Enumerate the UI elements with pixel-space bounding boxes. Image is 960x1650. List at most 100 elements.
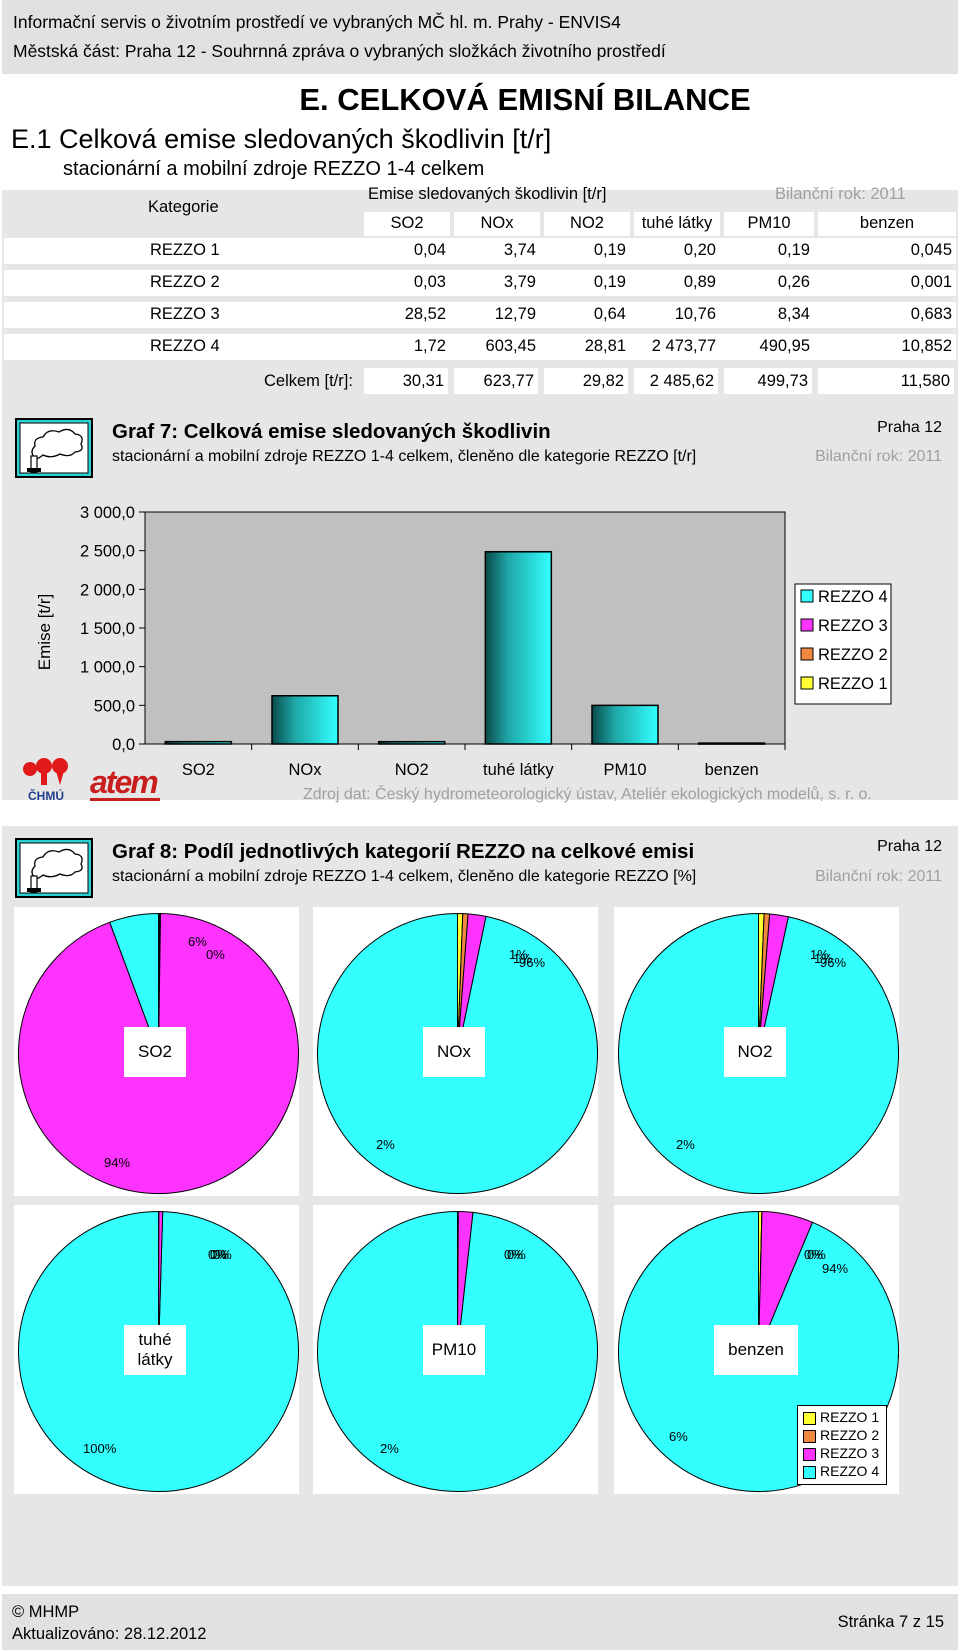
legend-swatch — [800, 676, 814, 690]
table-cell: 10,852 — [901, 337, 952, 355]
graph8-year: Bilanční rok: 2011 — [815, 868, 942, 885]
table-cell: 2 473,77 — [651, 337, 716, 355]
section-title: E.1 Celková emise sledovaných škodlivin … — [11, 124, 552, 154]
pie-slice — [457, 1210, 474, 1352]
factory-icon — [15, 418, 93, 478]
graph8-place: Praha 12 — [877, 838, 942, 855]
emission-table: Kategorie Emise sledovaných škodlivin [t… — [2, 185, 958, 422]
y-tick-label: 1 500,0 — [80, 620, 135, 638]
table-cell: 0,683 — [910, 305, 952, 323]
pie-percent-label: 0% — [210, 1247, 229, 1262]
pie-label: benzen — [714, 1325, 798, 1375]
pie-percent-label: 6% — [669, 1429, 688, 1444]
pie-label: NOx — [423, 1027, 485, 1077]
table-cell: 28,81 — [584, 337, 626, 355]
table-cell: 28,52 — [404, 305, 446, 323]
x-tick-label: SO2 — [182, 761, 215, 779]
section-subtitle: stacionární a mobilní zdroje REZZO 1-4 c… — [63, 158, 485, 180]
table-row-label: REZZO 1 — [150, 241, 220, 259]
legend-label: REZZO 3 — [820, 1445, 880, 1461]
x-tick-label: NOx — [289, 761, 323, 779]
graph8-subtitle: stacionární a mobilní zdroje REZZO 1-4 c… — [112, 868, 697, 885]
table-cell: 0,64 — [593, 305, 626, 323]
footer-copyright: © MHMP — [12, 1603, 80, 1621]
pie-chart: PM10 2% 0% 0% — [313, 1205, 598, 1494]
bar — [591, 704, 659, 745]
data-source: Zdroj dat: Český hydrometeorologický úst… — [303, 786, 872, 803]
table-cell: 0,89 — [683, 273, 716, 291]
y-tick-label: 3 000,0 — [80, 504, 135, 522]
header-line-2: Městská část: Praha 12 - Souhrnná zpráva… — [13, 41, 666, 61]
legend-swatch — [800, 647, 814, 661]
pie-label: tuhé látky — [124, 1325, 186, 1375]
pie-percent-label: 2% — [380, 1441, 399, 1456]
table-row-label: REZZO 2 — [150, 273, 220, 291]
chmu-logo: ČHMÚ — [20, 757, 80, 805]
total-cell: 623,77 — [483, 372, 534, 390]
pie-percent-label: 1% — [513, 951, 532, 966]
table-cell: 0,19 — [593, 241, 626, 259]
table-cell: 3,74 — [503, 241, 536, 259]
table-cell: 0,19 — [593, 273, 626, 291]
pie-slice — [158, 1210, 164, 1352]
table-row-label: REZZO 4 — [150, 337, 220, 355]
x-tick-label: tuhé látky — [483, 761, 554, 779]
y-tick-label: 500,0 — [94, 697, 135, 715]
table-row-label: REZZO 3 — [150, 305, 220, 323]
pie-percent-label: 2% — [376, 1137, 395, 1152]
y-tick-label: 2 000,0 — [80, 581, 135, 599]
table-cell: 0,045 — [910, 241, 952, 259]
total-label: Celkem [t/r]: — [264, 372, 353, 390]
table-cell: 490,95 — [759, 337, 810, 355]
table-cell: 0,20 — [683, 241, 716, 259]
table-column-header: SO2 — [390, 214, 424, 232]
legend-label: REZZO 4 — [818, 588, 888, 606]
legend-swatch — [800, 589, 814, 603]
y-tick-label: 1 000,0 — [80, 659, 135, 677]
pie-percent-label: 94% — [822, 1261, 849, 1276]
plot-area — [144, 511, 786, 745]
table-column-header: NO2 — [570, 214, 604, 232]
table-cell: 1,72 — [413, 337, 446, 355]
pie-percent-label: 0% — [213, 1247, 232, 1262]
page-footer: © MHMP Aktualizováno: 28.12.2012 Stránka… — [2, 1594, 958, 1650]
atem-logo: atem — [90, 764, 162, 804]
table-cell: 12,79 — [494, 305, 536, 323]
legend-label: REZZO 4 — [820, 1463, 880, 1479]
legend-label: REZZO 1 — [820, 1409, 880, 1425]
x-tick-label: NO2 — [395, 761, 429, 779]
category-header: Kategorie — [148, 198, 219, 216]
chmu-logo-text: ČHMÚ — [28, 789, 64, 803]
bar-chart: 0,0 500,0 1 000,0 1 500,0 2 000,0 2 500,0 3 00… — [35, 504, 892, 779]
pie-percent-label: 0% — [504, 1247, 523, 1262]
pie-percent-label: 1% — [814, 951, 833, 966]
total-cell: 2 485,62 — [649, 372, 714, 390]
pie-percent-label: 0% — [507, 1247, 526, 1262]
pie-percent-label: 1% — [810, 947, 829, 962]
pie-label: NO2 — [724, 1027, 786, 1077]
pie-percent-label: 6% — [188, 934, 207, 949]
legend-label: REZZO 3 — [818, 617, 888, 635]
legend-label: REZZO 2 — [818, 646, 888, 664]
pie-legend: REZZO 1 REZZO 2 REZZO 3 REZZO 4 — [797, 1405, 887, 1485]
pie-percent-label: 0% — [206, 947, 225, 962]
page-header: Informační servis o životním prostředí v… — [2, 0, 958, 74]
total-cell: 30,31 — [402, 372, 444, 390]
total-cell: 499,73 — [757, 372, 808, 390]
table-cell: 10,76 — [674, 305, 716, 323]
main-title: E. CELKOVÁ EMISNÍ BILANCE — [299, 82, 751, 117]
pie-percent-label: 0% — [208, 1247, 227, 1262]
table-year: Bilanční rok: 2011 — [775, 185, 906, 203]
bar — [484, 551, 553, 745]
total-cell: 29,82 — [582, 372, 624, 390]
pie-slice — [457, 913, 487, 1054]
header-line-1: Informační servis o životním prostředí v… — [13, 12, 621, 32]
table-column-header: PM10 — [747, 214, 791, 232]
table-cell: 3,79 — [503, 273, 536, 291]
table-cell: 0,04 — [413, 241, 446, 259]
pie-percent-label: 94% — [104, 1155, 131, 1170]
atem-logo-text: atem — [90, 764, 159, 800]
legend-swatch — [803, 1448, 816, 1461]
pie-percent-label: 96% — [519, 955, 546, 970]
pie-chart: SO2 94% 6% 0% — [14, 907, 299, 1196]
